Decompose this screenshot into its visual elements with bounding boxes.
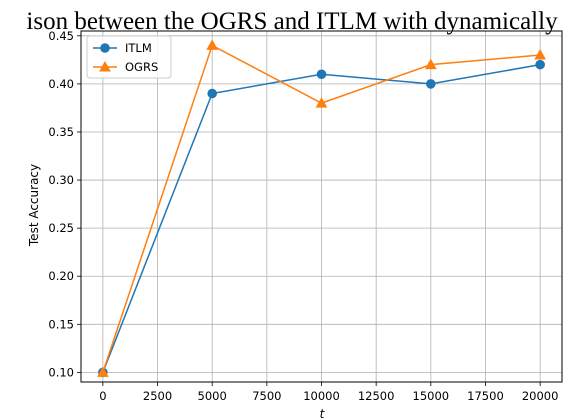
legend-label-ogrs: OGRS (125, 60, 158, 74)
y-tick-label: 0.20 (48, 269, 74, 283)
y-tick-label: 0.40 (48, 77, 74, 91)
data-point-ogrs (206, 39, 219, 50)
data-point-itlm (316, 69, 327, 80)
data-point-itlm (207, 88, 217, 99)
x-tick-label: 20000 (522, 389, 559, 403)
y-tick-label: 0.30 (48, 173, 74, 187)
y-tick-label: 0.45 (48, 29, 74, 43)
y-tick-label: 0.25 (48, 221, 74, 235)
legend-item-itlm: ITLM (93, 41, 152, 55)
series-layer (97, 39, 546, 378)
legend-item-ogrs: OGRS (93, 60, 158, 74)
legend-marker-itlm (100, 43, 110, 53)
x-tick-label: 5000 (198, 389, 227, 403)
x-tick-label: 12500 (358, 389, 395, 403)
x-tick-label: 10000 (303, 389, 340, 403)
data-point-itlm (426, 79, 436, 89)
series-ogrs (97, 39, 546, 377)
x-axis-label: t (320, 407, 326, 420)
x-tick-label: 17500 (467, 389, 504, 403)
y-tick-label: 0.10 (48, 365, 74, 379)
data-point-ogrs (315, 97, 328, 108)
y-tick-label: 0.15 (48, 317, 74, 331)
legend-label-itlm: ITLM (125, 41, 152, 55)
grid (81, 31, 562, 382)
data-point-ogrs (97, 366, 109, 377)
x-tick-label: 15000 (413, 389, 450, 403)
data-point-ogrs (534, 49, 546, 60)
x-tick-label: 7500 (252, 389, 281, 403)
y-tick-label: 0.35 (48, 125, 74, 139)
y-axis-label: Test Accuracy (27, 164, 41, 247)
axes: 0 2500 5000 7500 10000 12500 15000 17500 20000 0.… (48, 29, 563, 403)
x-tick-label: 2500 (143, 389, 172, 403)
legend-marker-ogrs (99, 60, 111, 72)
x-tick-label: 0 (99, 389, 106, 403)
data-point-itlm (535, 59, 545, 70)
legend: ITLM OGRS (86, 35, 172, 79)
data-point-ogrs (424, 58, 437, 70)
